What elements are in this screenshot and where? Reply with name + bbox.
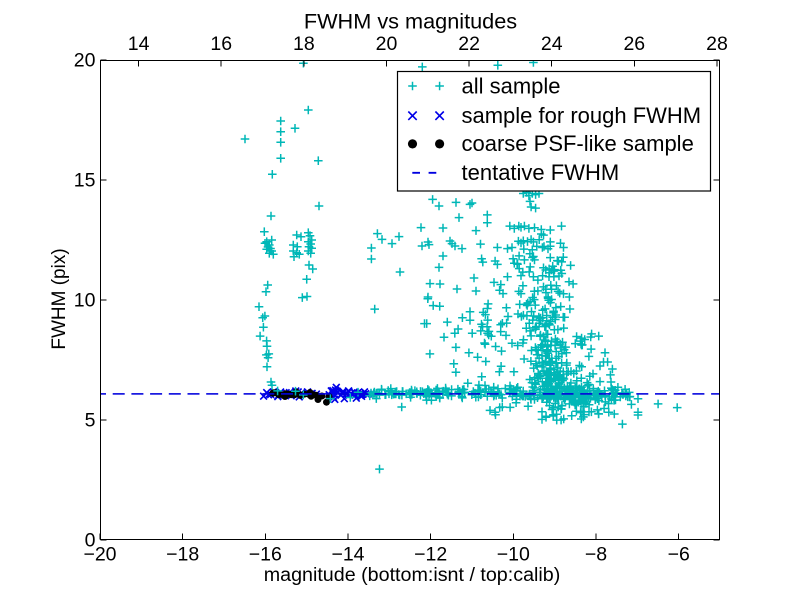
svg-text:5: 5 xyxy=(85,410,96,432)
svg-text:−10: −10 xyxy=(497,543,530,565)
svg-text:sample for rough FWHM: sample for rough FWHM xyxy=(462,103,702,128)
svg-text:16: 16 xyxy=(210,33,232,55)
svg-text:−14: −14 xyxy=(331,543,364,565)
svg-text:magnitude (bottom:isnt / top:c: magnitude (bottom:isnt / top:calib) xyxy=(264,564,561,586)
svg-text:−8: −8 xyxy=(585,543,607,565)
svg-text:−18: −18 xyxy=(166,543,199,565)
svg-text:−16: −16 xyxy=(249,543,282,565)
svg-text:0: 0 xyxy=(85,530,96,552)
svg-text:coarse PSF-like sample: coarse PSF-like sample xyxy=(462,131,694,156)
svg-text:14: 14 xyxy=(128,33,150,55)
svg-text:−12: −12 xyxy=(414,543,447,565)
svg-text:24: 24 xyxy=(541,33,563,55)
svg-text:28: 28 xyxy=(706,33,728,55)
svg-text:−20: −20 xyxy=(83,543,116,565)
svg-text:26: 26 xyxy=(623,33,645,55)
svg-text:tentative FWHM: tentative FWHM xyxy=(462,160,620,185)
svg-text:15: 15 xyxy=(74,170,96,192)
svg-text:18: 18 xyxy=(293,33,315,55)
svg-text:−6: −6 xyxy=(668,543,690,565)
svg-text:20: 20 xyxy=(74,50,96,72)
svg-text:FWHM vs magnitudes: FWHM vs magnitudes xyxy=(304,8,517,33)
svg-text:all sample: all sample xyxy=(462,73,561,98)
svg-text:22: 22 xyxy=(458,33,480,55)
svg-text:20: 20 xyxy=(376,33,398,55)
svg-text:FWHM (pix): FWHM (pix) xyxy=(49,248,70,349)
svg-text:10: 10 xyxy=(74,290,96,312)
